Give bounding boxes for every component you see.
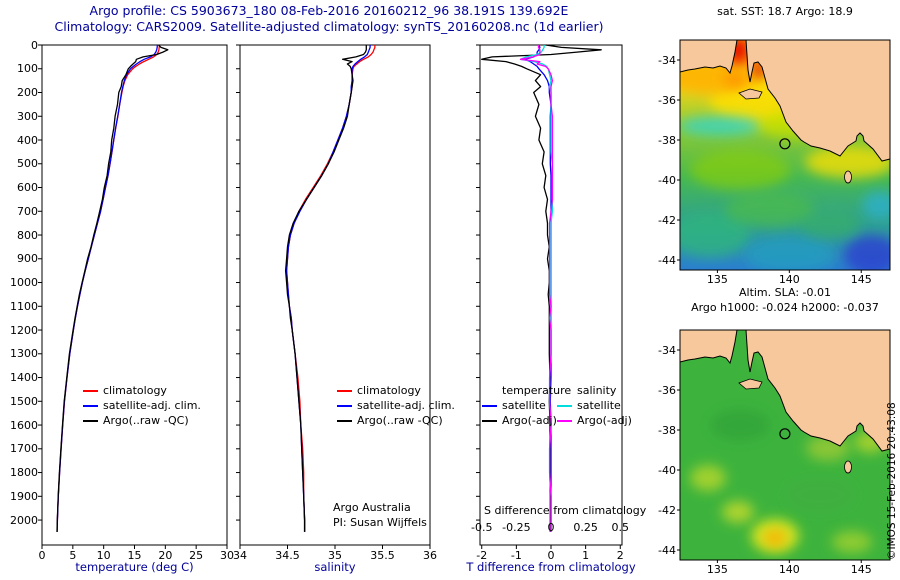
legend-label: satellite — [577, 399, 621, 412]
line-Argo(..raw -QC) — [56, 44, 169, 532]
field-blob — [805, 146, 890, 178]
figure-title-line2: Climatology: CARS2009. Satellite-adjuste… — [54, 19, 604, 34]
field-blob — [844, 235, 890, 270]
legend-item-satellite-tdiff: satellite — [482, 398, 571, 413]
legend-label: satellite — [502, 399, 546, 412]
legend-item-satellite-clim: satellite-adj. clim. — [83, 398, 201, 413]
kangaroo-island — [738, 378, 763, 390]
temperature-axis-label: temperature (deg C) — [75, 560, 194, 574]
legend-item-argo-tdiff: Argo(-adj) — [482, 413, 571, 428]
line-climatology — [56, 44, 161, 532]
figure-title-line1: Argo profile: CS 5903673_180 08-Feb-2016… — [89, 3, 569, 18]
king-island — [844, 170, 852, 184]
line-climatology — [285, 45, 376, 532]
legend-label: satellite-adj. clim. — [357, 399, 455, 412]
argo-line-swatch — [83, 419, 98, 422]
line-temperature-satellite — [524, 44, 552, 532]
mainland-coastline — [680, 40, 890, 162]
field-blob — [680, 213, 750, 257]
king-island — [844, 460, 852, 474]
climatology-line-swatch — [337, 389, 352, 392]
line-satellite-adj. clim. — [56, 44, 158, 532]
kangaroo-island — [738, 88, 763, 100]
legend-label: Argo(..raw -QC) — [103, 414, 189, 427]
legend-salinity-panel: climatology satellite-adj. clim. Argo(..… — [337, 383, 455, 428]
legend-label: Argo(..raw -QC) — [357, 414, 443, 427]
land-layer — [680, 40, 890, 184]
legend-label: Argo(-adj) — [502, 414, 557, 427]
climatology-line-swatch — [83, 389, 98, 392]
legend-item-satellite-clim: satellite-adj. clim. — [337, 398, 455, 413]
field-blob — [690, 465, 726, 491]
legend-item-climatology: climatology — [337, 383, 455, 398]
salinity-axis-label: salinity — [314, 560, 356, 574]
argo-tdiff-line-swatch — [482, 419, 497, 422]
legend-label: climatology — [357, 384, 421, 397]
satellite-clim-line-swatch — [83, 404, 98, 407]
legend-temperature-panel: climatology satellite-adj. clim. Argo(..… — [83, 383, 201, 428]
altimetry-sla-label: Altim. SLA: -0.01 — [738, 286, 832, 299]
legend-item-climatology: climatology — [83, 383, 201, 398]
field-blob — [745, 237, 835, 270]
sla_map-frame — [679, 329, 891, 561]
field-blob — [862, 191, 890, 219]
legend-label: climatology — [103, 384, 167, 397]
field-blob — [785, 477, 855, 513]
line-temperature-Argo(-adj) — [481, 44, 602, 532]
field-blob — [723, 74, 747, 86]
argo-heights-label: Argo h1000: -0.024 h2000: -0.037 — [691, 301, 879, 314]
sst_map-field — [680, 40, 890, 270]
float-position-marker — [779, 428, 791, 440]
line-Argo(..raw -QC) — [284, 45, 367, 532]
line-salinity-Argo(-adj) — [519, 45, 554, 532]
legend-header-salinity: salinity — [577, 384, 617, 397]
field-blob — [800, 211, 860, 239]
field-blob — [680, 116, 762, 136]
argo-sdiff-line-swatch — [557, 419, 572, 422]
field-blob — [764, 530, 786, 546]
legend-label: Argo(-adj) — [577, 414, 632, 427]
salinity_profile-frame — [239, 44, 431, 546]
pi-label: PI: Susan Wijffels — [333, 516, 427, 529]
land-layer — [680, 330, 890, 474]
sst_map-frame — [679, 39, 891, 271]
float-position-marker — [779, 138, 791, 150]
tdiff-axis-label: T difference from climatology — [466, 560, 636, 574]
sla_map-field — [680, 330, 890, 560]
field-blob — [832, 531, 872, 553]
legend-label: satellite-adj. clim. — [103, 399, 201, 412]
satellite-clim-line-swatch — [337, 404, 352, 407]
satellite-tdiff-line-swatch — [482, 404, 497, 407]
sst-map-title: sat. SST: 18.7 Argo: 18.9 — [717, 5, 853, 18]
argo-australia-label: Argo Australia — [333, 501, 411, 514]
field-blob — [680, 62, 755, 94]
legend-item-argo: Argo(..raw -QC) — [83, 413, 201, 428]
field-blob — [725, 192, 815, 228]
legend-header-temperature: temperature — [502, 384, 572, 397]
legend-item-satellite-sdiff: satellite — [557, 398, 632, 413]
legend-item-argo-sdiff: Argo(-adj) — [557, 413, 632, 428]
field-blob — [722, 501, 754, 523]
mainland-coastline — [680, 330, 890, 452]
legend-diff-salinity-column: salinity satellite Argo(-adj) — [557, 383, 632, 428]
imos-credit: ©IMOS 15-Feb-2016 20:43:08 — [886, 402, 898, 560]
satellite-sdiff-line-swatch — [557, 404, 572, 407]
field-blob — [710, 409, 770, 441]
legend-diff-temperature-column: temperature satellite Argo(-adj) — [482, 383, 571, 428]
temperature_profile-frame — [41, 44, 228, 546]
line-satellite-adj. clim. — [285, 45, 371, 532]
argo-line-swatch — [337, 419, 352, 422]
field-blob — [690, 150, 790, 190]
s-diff-scale-label: S difference from climatology — [484, 504, 647, 517]
legend-item-argo: Argo(..raw -QC) — [337, 413, 455, 428]
